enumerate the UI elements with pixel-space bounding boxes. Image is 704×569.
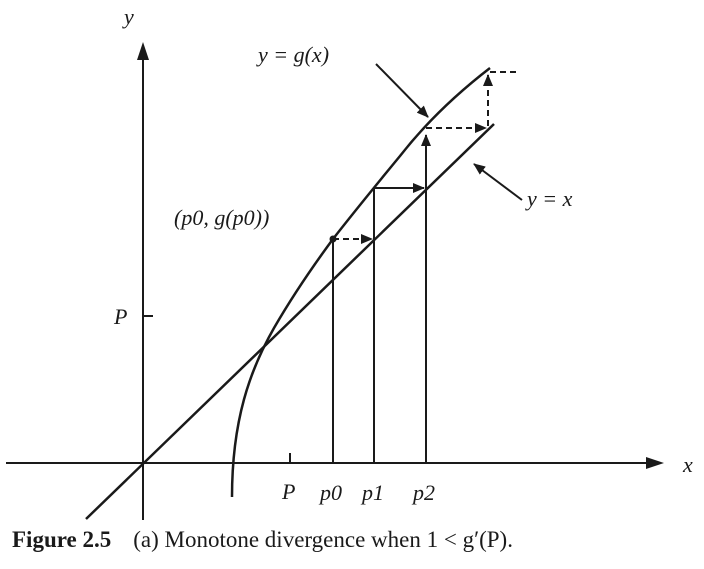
x-axis-arrow-icon [646, 457, 664, 469]
figure-caption: Figure 2.5 (a) Monotone divergence when 1… [12, 527, 702, 553]
axis-y-label: y [122, 4, 134, 29]
curve-label-pointer [375, 63, 429, 118]
caption-text: (a) Monotone divergence when 1 < g′(P). [133, 527, 513, 552]
caption-label: Figure 2.5 [12, 527, 112, 552]
start-point-label: (p0, g(p0)) [174, 205, 269, 230]
x-tick-label-p0: p0 [318, 480, 342, 505]
g-curve [230, 67, 491, 498]
x-tick-label-p1: p1 [360, 480, 384, 505]
diagram-svg: y x y = g(x) y = x (p0, g(p0)) P P p0 p1… [6, 4, 693, 520]
line-label: y = x [525, 186, 573, 211]
line-label-pointer [473, 163, 523, 201]
y-tick-label-p: P [113, 304, 127, 329]
axis-x-label: x [682, 452, 693, 477]
start-point-dot [329, 235, 337, 243]
x-tick-label-p: P [281, 479, 295, 504]
y-axis-arrow-icon [137, 42, 149, 60]
x-tick-label-p2: p2 [411, 480, 435, 505]
curve-label: y = g(x) [256, 42, 329, 67]
